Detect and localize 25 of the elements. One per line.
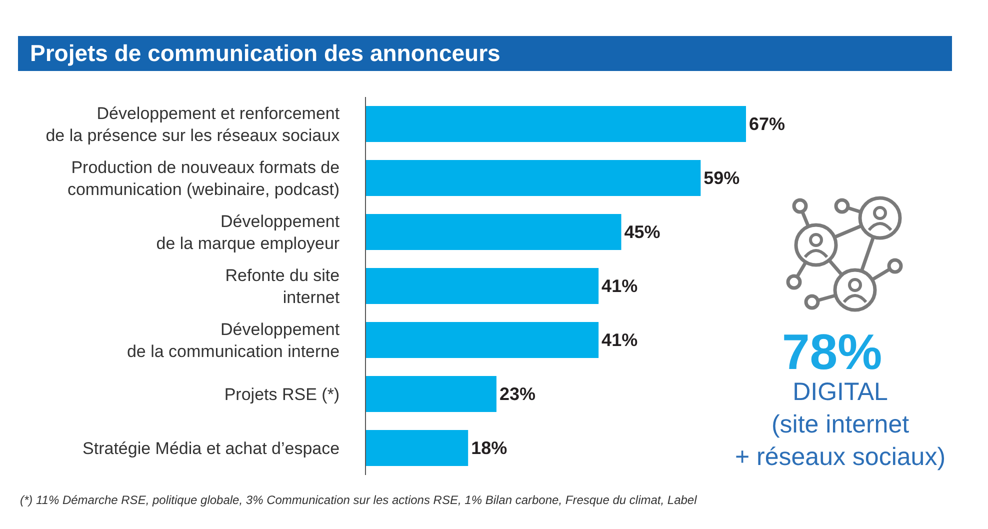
y-tick-label: Refonte du site internet [225, 266, 340, 307]
chart-title: Projets de communication des annonceurs [18, 36, 952, 71]
data-label: 41% [602, 330, 638, 350]
bar [366, 376, 496, 412]
annotation: DIGITAL (site internet + réseaux sociaux) [735, 378, 946, 471]
data-label: 18% [471, 438, 508, 458]
bar [366, 106, 746, 142]
y-tick-label: Développement de la communication interne [126, 320, 340, 361]
data-label: 45% [624, 222, 660, 242]
bar [366, 430, 468, 466]
data-label: 41% [602, 276, 638, 296]
y-tick-label: Projets RSE (*) [224, 384, 340, 404]
y-tick-label: Production de nouveaux formats de communication (webinaire, podcast) [67, 158, 340, 199]
text: (*) 11% Démarche RSE, politique globale, 3% Communication sur les actions RSE, 1% Bilan carbone, Fresque du climat, Label [20, 493, 698, 507]
data-label: 23% [499, 384, 536, 404]
y-tick-label: Stratégie Média et achat d’espace [82, 438, 340, 458]
bar [366, 322, 599, 358]
bar [366, 160, 701, 196]
data-label: 67% [749, 114, 786, 134]
bar [366, 268, 599, 304]
text: 78% [782, 324, 882, 380]
y-tick-label: Développement de la marque employeur [156, 212, 340, 253]
y-tick-label: Développement et renforcement de la présence sur les réseaux sociaux [46, 104, 340, 145]
data-label: 59% [704, 168, 740, 188]
bar [366, 214, 622, 250]
